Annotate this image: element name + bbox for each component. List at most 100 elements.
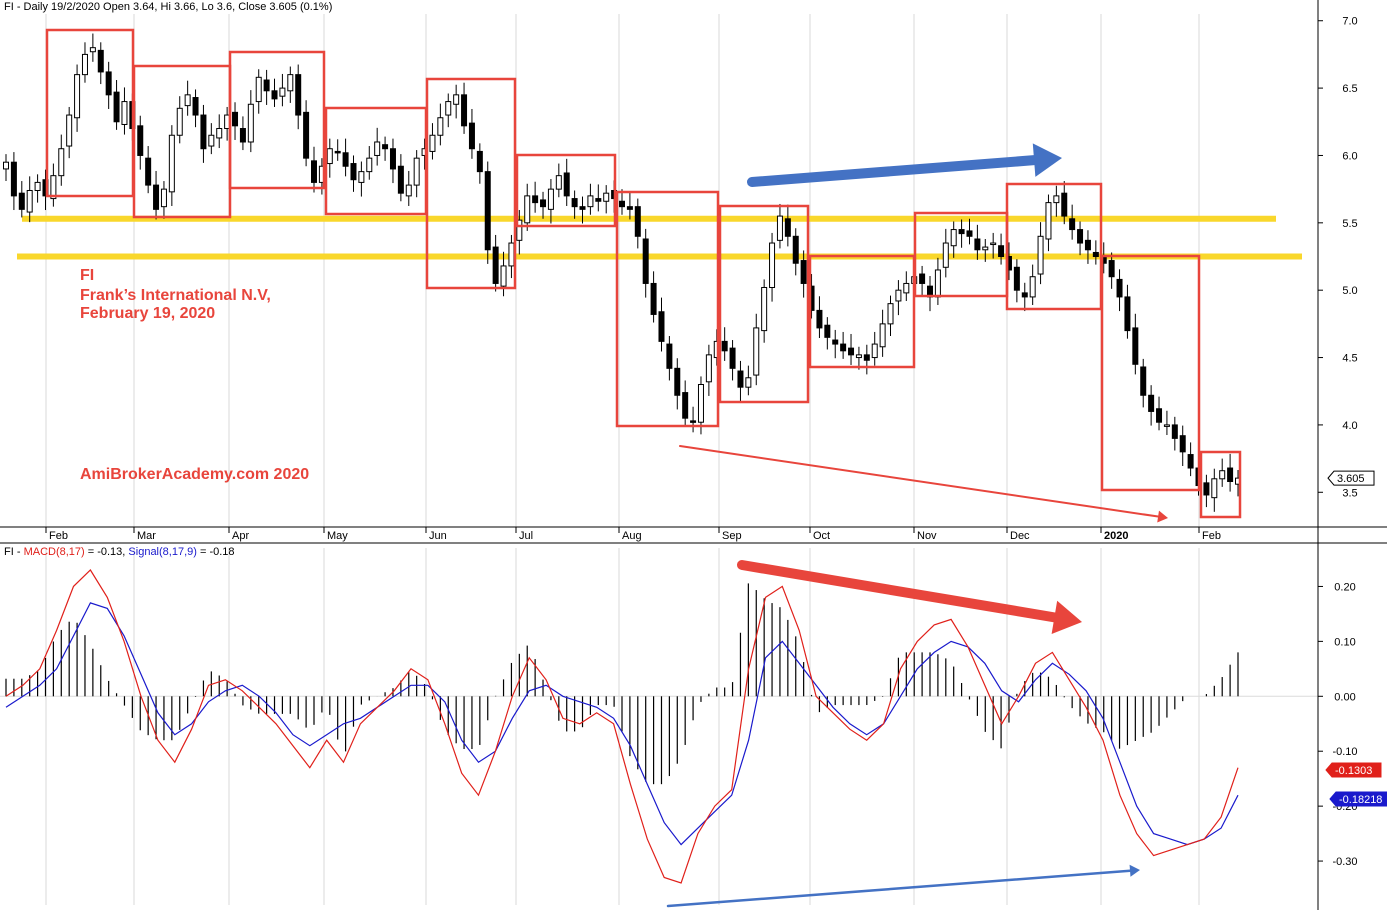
candle-body bbox=[1053, 195, 1060, 204]
candle-body bbox=[1069, 218, 1076, 231]
candle-body bbox=[295, 74, 302, 116]
candle-body bbox=[958, 229, 965, 235]
candle-body bbox=[184, 94, 191, 107]
y-tick-label: -0.10 bbox=[1332, 746, 1357, 758]
x-tick-label: Feb bbox=[49, 530, 68, 542]
candle-body bbox=[1171, 424, 1178, 439]
candle-body bbox=[840, 343, 847, 352]
candle-body bbox=[97, 49, 104, 73]
candle-body bbox=[247, 103, 254, 143]
candle-body bbox=[1132, 327, 1139, 365]
candle-body bbox=[753, 327, 760, 376]
x-tick-label: Jun bbox=[429, 530, 447, 542]
candle-body bbox=[342, 152, 349, 167]
candle-body bbox=[950, 229, 957, 247]
ticker-note: FI bbox=[80, 267, 95, 284]
y-tick-label: 4.0 bbox=[1342, 420, 1357, 432]
range-box bbox=[1199, 450, 1242, 519]
candle-body bbox=[263, 79, 270, 92]
candle-body bbox=[216, 128, 223, 139]
candle-body bbox=[1140, 366, 1147, 396]
candle-body bbox=[990, 242, 997, 246]
candle-body bbox=[176, 107, 183, 136]
candle-body bbox=[824, 324, 831, 338]
range-box bbox=[808, 254, 916, 369]
candle-body bbox=[1037, 235, 1044, 275]
candle-body bbox=[66, 114, 73, 147]
candle-body bbox=[1156, 408, 1163, 423]
candle-body bbox=[81, 53, 88, 76]
candle-body bbox=[1045, 202, 1052, 240]
macd-lines bbox=[5, 569, 1239, 884]
candle-body bbox=[998, 245, 1005, 258]
candle-body bbox=[524, 195, 531, 224]
y-tick-label: 4.5 bbox=[1342, 353, 1357, 365]
candle-body bbox=[595, 198, 602, 202]
candle-body bbox=[334, 150, 341, 154]
signal-badge bbox=[1329, 791, 1387, 807]
candle-body bbox=[816, 309, 823, 329]
uptrend-arrow bbox=[747, 155, 1040, 187]
candle-body bbox=[413, 157, 420, 186]
uptrend-arrow-head bbox=[1032, 143, 1062, 177]
macd-header: FI - MACD(8,17) = -0.13, Signal(8,17,9) … bbox=[4, 546, 235, 558]
candle-body bbox=[279, 87, 286, 97]
range-box bbox=[515, 153, 617, 228]
candle-body bbox=[34, 181, 41, 191]
candle-body bbox=[555, 175, 562, 190]
macd-bullish-arrow-head bbox=[1129, 864, 1140, 877]
range-box bbox=[132, 64, 232, 219]
candle-body bbox=[634, 206, 641, 237]
range-boxes bbox=[45, 28, 1242, 519]
candle-body bbox=[437, 117, 444, 136]
candle-body bbox=[397, 165, 404, 194]
candle-body bbox=[855, 354, 862, 359]
range-box bbox=[425, 77, 517, 290]
candle-body bbox=[137, 125, 144, 156]
x-tick-label: Feb bbox=[1202, 530, 1221, 542]
candle-body bbox=[1187, 454, 1194, 469]
x-tick-label: Jul bbox=[519, 530, 533, 542]
candle-body bbox=[682, 392, 689, 419]
downtrend-arrow-head bbox=[1157, 510, 1168, 523]
range-box bbox=[1005, 182, 1103, 311]
x-tick-label: Nov bbox=[917, 530, 937, 542]
candle-body bbox=[1203, 482, 1210, 496]
candle-body bbox=[800, 260, 807, 284]
candle-body bbox=[540, 199, 547, 208]
grid bbox=[0, 14, 1318, 905]
candle-body bbox=[192, 97, 199, 116]
candle-body bbox=[587, 195, 594, 208]
last-price-badge bbox=[1327, 470, 1375, 486]
candle-body bbox=[492, 246, 499, 284]
date-note: February 19, 2020 bbox=[80, 305, 216, 322]
candle-body bbox=[74, 74, 81, 119]
candle-body bbox=[642, 238, 649, 284]
candle-body bbox=[1084, 239, 1091, 251]
candle-body bbox=[113, 91, 120, 123]
candle-body bbox=[445, 101, 452, 116]
x-tick-label: Apr bbox=[232, 530, 249, 542]
macd-badge-text: -0.1303 bbox=[1335, 765, 1372, 777]
candle-body bbox=[879, 323, 886, 348]
candle-body bbox=[666, 343, 673, 369]
x-tick-label: Mar bbox=[137, 530, 156, 542]
candle-body bbox=[769, 242, 776, 288]
candle-body bbox=[1148, 394, 1155, 412]
candle-body bbox=[461, 94, 468, 127]
price-header: FI - Daily 19/2/2020 Open 3.64, Hi 3.66,… bbox=[4, 1, 333, 13]
candle-body bbox=[761, 286, 768, 332]
signal-line bbox=[5, 602, 1239, 846]
macd-label: MACD(8,17) bbox=[23, 546, 85, 558]
macd-value: = -0.13, bbox=[84, 546, 129, 558]
downtrend-arrow bbox=[679, 445, 1160, 518]
candle-body bbox=[871, 343, 878, 359]
x-tick-label: Oct bbox=[813, 530, 830, 542]
candle-body bbox=[532, 195, 539, 204]
candle-body bbox=[982, 246, 989, 251]
macd-bearish-arrow bbox=[737, 560, 1060, 623]
candle-body bbox=[895, 289, 902, 302]
candle-body bbox=[603, 192, 610, 202]
candle-body bbox=[453, 94, 460, 105]
candle-body bbox=[232, 111, 239, 127]
